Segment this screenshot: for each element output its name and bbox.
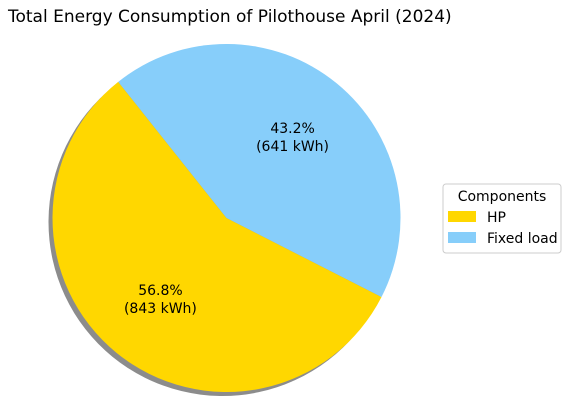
legend-label-fixed-load: Fixed load (487, 231, 558, 247)
legend-swatch-hp (448, 211, 476, 222)
legend-items: HP Fixed load (448, 210, 558, 247)
legend-title: Components (458, 189, 547, 205)
slice-percent-fixed-load: 43.2% (270, 121, 314, 137)
legend-label-hp: HP (487, 210, 506, 226)
slice-label-hp: 56.8% (843 kWh) (124, 283, 197, 317)
pie-slice-fixed-load (118, 44, 401, 298)
legend-swatch-fixed-load (448, 232, 476, 243)
slice-value-hp: (843 kWh) (124, 301, 197, 317)
pie-slices (52, 44, 401, 393)
slice-percent-hp: 56.8% (138, 283, 182, 299)
slice-label-fixed-load: 43.2% (641 kWh) (256, 121, 329, 155)
pie-slice-hp (52, 81, 382, 393)
legend: Components HP Fixed load (442, 183, 562, 254)
pie-labels: 56.8% (843 kWh) 43.2% (641 kWh) (124, 121, 329, 317)
chart-title: Total Energy Consumption of Pilothouse A… (7, 7, 452, 27)
slice-value-fixed-load: (641 kWh) (256, 139, 329, 155)
